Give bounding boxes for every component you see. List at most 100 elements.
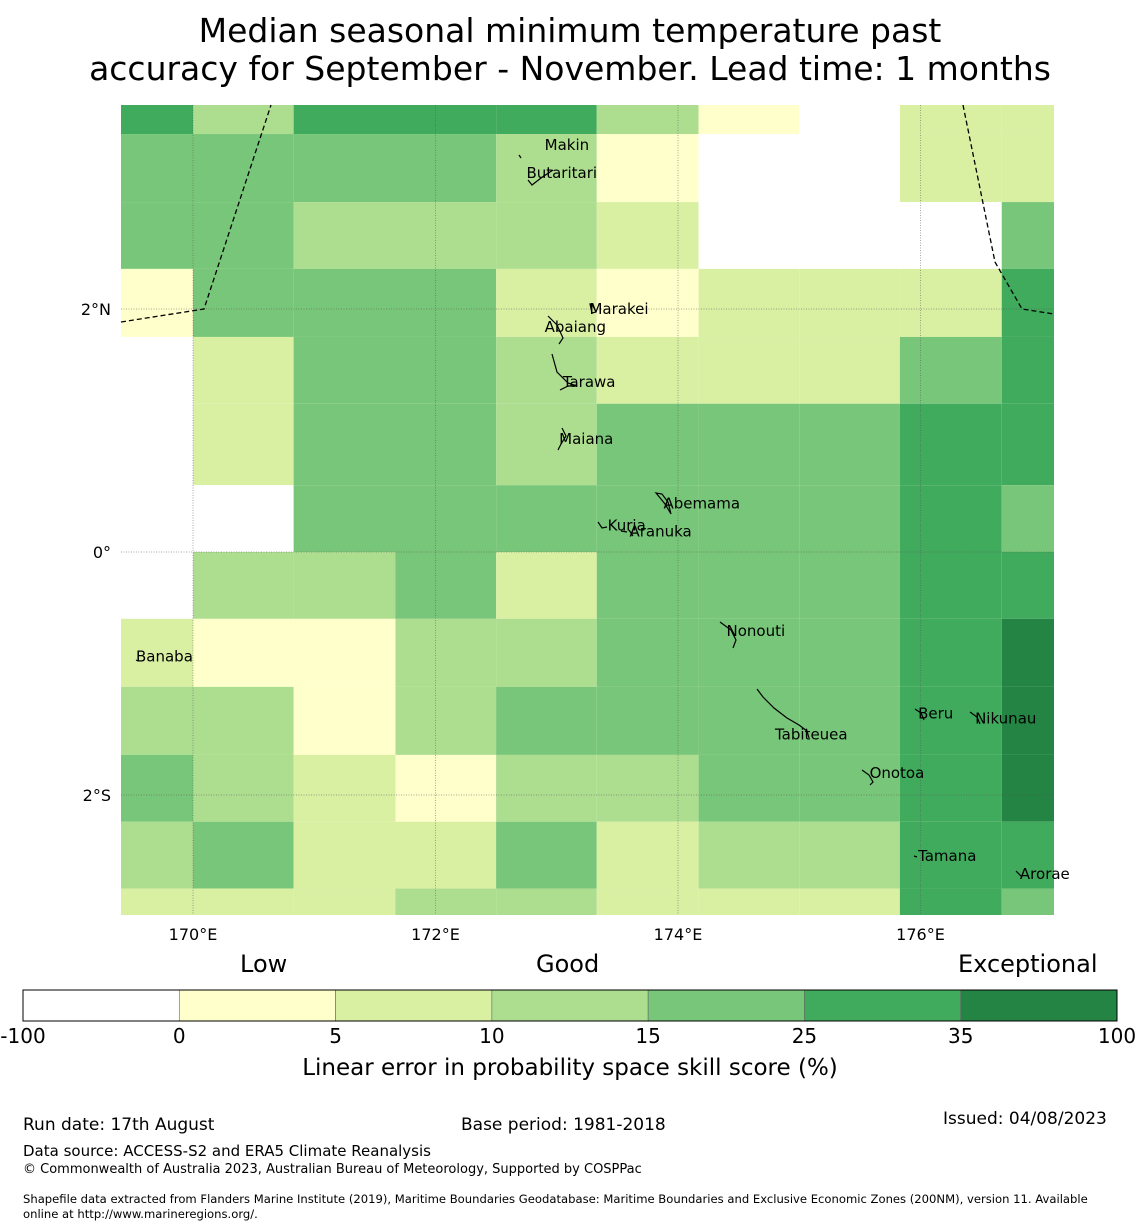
grid-cell xyxy=(496,268,597,337)
grid-cell xyxy=(698,552,800,619)
grid-cell xyxy=(596,268,699,337)
grid-cell xyxy=(395,202,497,269)
grid-cell xyxy=(293,403,396,486)
island-label: Butaritari xyxy=(526,164,597,182)
colorbar-label-exceptional: Exceptional xyxy=(958,950,1098,978)
grid-cell xyxy=(698,485,800,552)
colorbar-tick-label: 0 xyxy=(172,1024,186,1048)
grid-cell xyxy=(121,403,193,486)
island-outline-beru xyxy=(914,708,925,721)
grid-cell xyxy=(395,686,497,755)
island-outline-marakei xyxy=(589,303,597,314)
grid-cell xyxy=(293,268,396,337)
grid-cell xyxy=(121,821,193,889)
grid-cell xyxy=(395,552,497,619)
grid-cell xyxy=(395,105,497,135)
island-outline-abaiang xyxy=(547,315,564,345)
grid-cell xyxy=(698,754,800,822)
grid-cell xyxy=(395,485,497,552)
grid-cell xyxy=(1001,485,1054,552)
island-outline-maiana xyxy=(557,427,567,451)
grid-cell xyxy=(1001,202,1054,269)
colorbar-tick-label: 15 xyxy=(635,1024,661,1048)
grid-cell xyxy=(698,268,800,337)
grid-cell xyxy=(293,134,396,203)
grid-cell xyxy=(193,754,294,822)
grid-cell xyxy=(121,134,193,203)
grid-cell xyxy=(596,618,699,687)
grid-cell xyxy=(698,202,800,269)
run-date: Run date: 17th August xyxy=(23,1115,215,1135)
colorbar xyxy=(22,989,1118,1022)
grid-cell xyxy=(193,485,294,552)
eez-boundaries xyxy=(120,104,1055,323)
grid-cell xyxy=(799,268,900,337)
grid-cell xyxy=(899,888,1002,915)
grid-cell xyxy=(596,336,699,404)
grid-cell xyxy=(799,552,900,619)
grid-cell xyxy=(496,403,597,486)
grid-cell xyxy=(799,686,900,755)
grid-cell xyxy=(596,754,699,822)
grid-cell xyxy=(395,134,497,203)
grid-cell xyxy=(121,618,193,687)
grid-cell xyxy=(121,552,193,619)
grid-cell xyxy=(293,202,396,269)
island-label: Marakei xyxy=(589,300,648,318)
grid-cell xyxy=(121,485,193,552)
island-label: Arorae xyxy=(1020,865,1070,883)
grid-cell xyxy=(899,105,1002,135)
island-label: Banaba xyxy=(136,647,193,665)
island-label: Tarawa xyxy=(562,373,616,391)
grid-cell xyxy=(121,202,193,269)
colorbar-tick-label: 10 xyxy=(479,1024,505,1048)
grid-cell xyxy=(496,336,597,404)
grid-cell xyxy=(899,134,1002,203)
shapefile-credit-line-2: online at http://www.marineregions.org/. xyxy=(23,1207,258,1221)
grid-cell xyxy=(121,105,193,135)
lon-tick-label: 174°E xyxy=(654,925,703,944)
grid-cell xyxy=(1001,888,1054,915)
grid-cell xyxy=(799,618,900,687)
colorbar-label-low: Low xyxy=(240,950,288,978)
grid-cell xyxy=(799,134,900,203)
grid-cell xyxy=(899,202,1002,269)
grid-cell xyxy=(799,888,900,915)
grid-cell xyxy=(395,268,497,337)
island-label: Abaiang xyxy=(545,318,606,336)
island-outline-tamana xyxy=(913,855,918,858)
grid-cell xyxy=(193,618,294,687)
island-label: Maiana xyxy=(559,430,613,448)
grid-cell xyxy=(1001,686,1054,755)
colorbar-bin xyxy=(960,989,1118,1022)
grid-cell xyxy=(121,686,193,755)
lon-tick-label: 172°E xyxy=(411,925,460,944)
grid-cell xyxy=(121,336,193,404)
island-label: Nonouti xyxy=(727,622,786,640)
island-label: Abemama xyxy=(663,494,740,512)
grid-cell xyxy=(496,105,597,135)
grid-cell xyxy=(293,754,396,822)
graticule xyxy=(121,105,1054,915)
grid-cell xyxy=(899,336,1002,404)
grid-cell xyxy=(1001,134,1054,203)
grid-cell xyxy=(698,821,800,889)
colorbar-tick-label: -100 xyxy=(0,1024,46,1048)
grid-cell xyxy=(293,888,396,915)
colorbar-bin xyxy=(22,989,180,1022)
island-outline-aranuka xyxy=(620,529,634,537)
grid-cell xyxy=(293,618,396,687)
grid-cell xyxy=(121,268,193,337)
grid-cell xyxy=(496,552,597,619)
island-label: Aranuka xyxy=(630,522,692,540)
grid-cell xyxy=(496,134,597,203)
grid-cell xyxy=(698,888,800,915)
grid-cell xyxy=(496,202,597,269)
axis-tick-labels: 170°E 172°E 174°E 176°E 2°N 0° 2°S xyxy=(81,300,945,944)
grid-cell xyxy=(799,105,900,135)
grid-cell xyxy=(496,821,597,889)
island-outline-arorae xyxy=(1015,870,1023,878)
island-label: Onotoa xyxy=(870,764,925,782)
island-label: Nikunau xyxy=(975,709,1036,727)
